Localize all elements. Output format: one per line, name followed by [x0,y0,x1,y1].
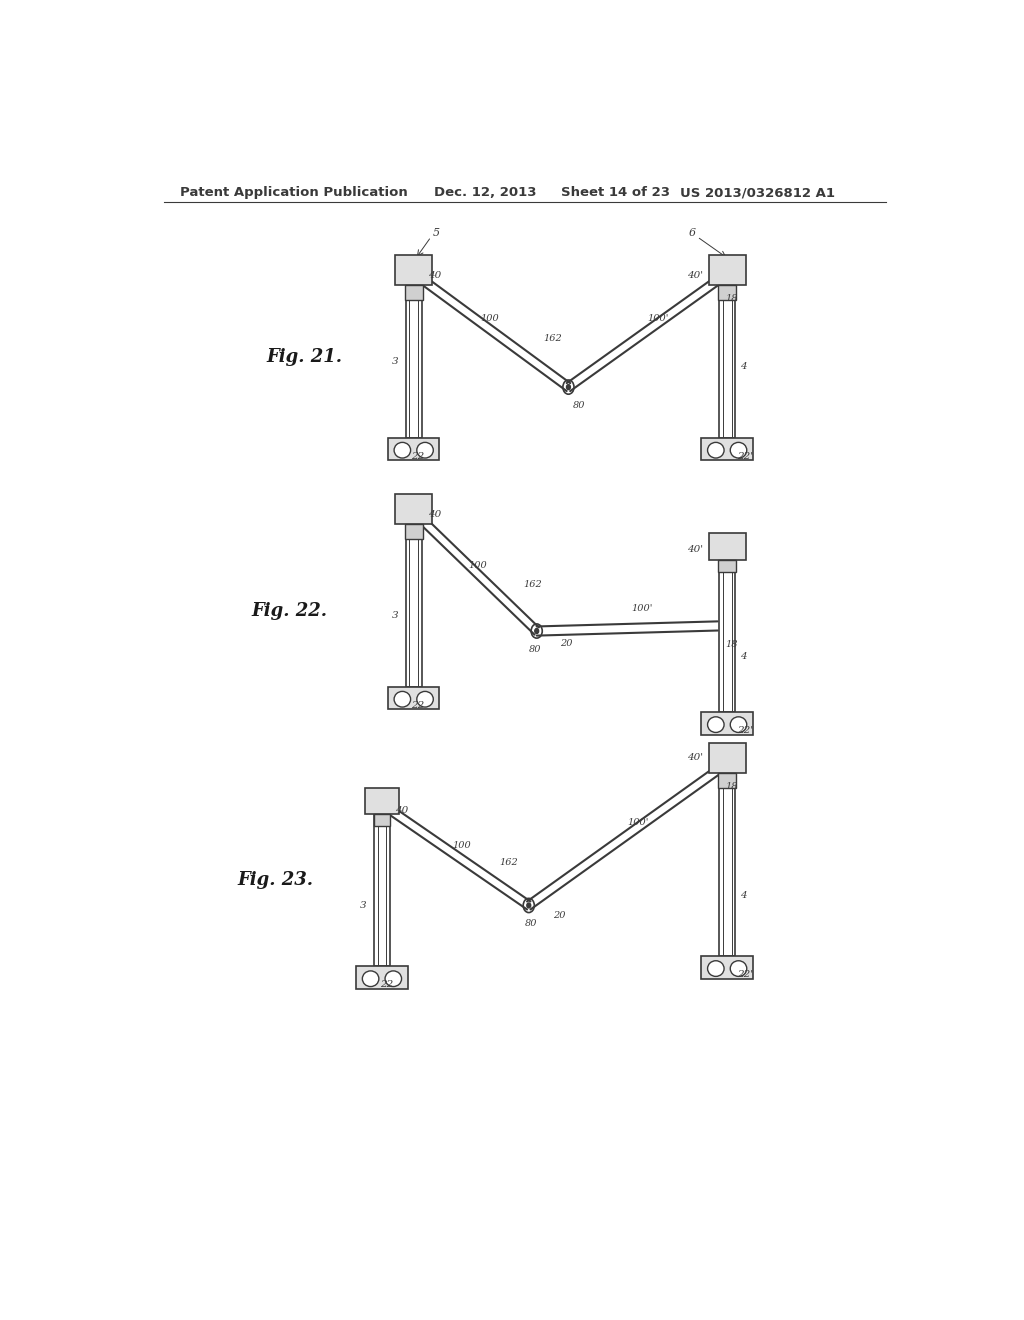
Bar [719,774,735,956]
Text: 3: 3 [359,902,367,909]
Text: Dec. 12, 2013: Dec. 12, 2013 [433,186,536,199]
Text: 3: 3 [391,611,398,620]
Text: 6: 6 [689,227,696,238]
Text: 40': 40' [687,271,703,280]
Text: 100: 100 [453,841,471,850]
Bar [374,814,390,966]
Ellipse shape [730,961,746,977]
Ellipse shape [730,442,746,458]
Text: 40': 40' [687,752,703,762]
Ellipse shape [417,692,433,708]
Text: 162: 162 [544,334,562,343]
Bar [395,255,432,285]
Text: 5: 5 [433,227,440,238]
Text: Patent Application Publication: Patent Application Publication [179,186,408,199]
Text: 3: 3 [391,358,398,366]
Text: 4: 4 [740,891,746,900]
Text: 100: 100 [480,314,499,323]
Text: 22': 22' [736,726,753,735]
Text: 100': 100' [631,603,652,612]
Ellipse shape [385,972,401,986]
Bar [406,524,422,686]
Bar [701,713,753,735]
Text: 40: 40 [394,807,408,816]
Bar [374,814,390,826]
Text: 80: 80 [572,401,585,411]
Text: 18: 18 [726,640,738,648]
Bar [719,285,735,438]
Bar [718,285,736,300]
Ellipse shape [708,717,724,733]
Bar [718,560,736,572]
Text: 22: 22 [412,701,425,710]
Text: 18: 18 [726,781,738,791]
Ellipse shape [417,442,433,458]
Ellipse shape [394,692,411,708]
Text: 80: 80 [528,645,542,653]
Circle shape [535,628,539,634]
Text: 22': 22' [736,451,753,461]
Text: 100: 100 [468,561,486,570]
Text: 40': 40' [687,545,703,554]
Circle shape [566,384,570,389]
Text: Fig. 23.: Fig. 23. [238,871,313,890]
Bar [406,285,422,438]
Ellipse shape [708,442,724,458]
Text: 40: 40 [428,271,441,280]
Text: 40: 40 [428,510,441,519]
Text: 4: 4 [740,362,746,371]
Text: 22: 22 [412,451,425,461]
Bar [709,255,745,285]
Circle shape [526,903,530,908]
Text: 20: 20 [560,639,573,648]
Text: 100': 100' [627,818,648,828]
Bar [709,533,745,560]
Text: 162: 162 [523,579,543,589]
Bar [388,438,439,461]
Ellipse shape [394,442,411,458]
Ellipse shape [730,717,746,733]
Ellipse shape [362,972,379,986]
Text: 162: 162 [500,858,518,867]
Bar [718,774,736,788]
Bar [701,438,753,461]
Text: 22: 22 [380,981,393,989]
Bar [404,524,423,539]
Bar [701,956,753,978]
Text: 80: 80 [524,919,538,928]
Bar [709,743,745,774]
Bar [366,788,398,814]
Text: 20: 20 [553,911,565,920]
Text: Fig. 22.: Fig. 22. [251,602,327,619]
Text: Sheet 14 of 23: Sheet 14 of 23 [560,186,670,199]
Text: US 2013/0326812 A1: US 2013/0326812 A1 [680,186,835,199]
Text: Fig. 21.: Fig. 21. [267,347,343,366]
Bar [388,686,439,709]
Bar [395,494,432,524]
Bar [404,285,423,300]
Text: 22': 22' [736,970,753,979]
Text: 100': 100' [647,314,669,323]
Ellipse shape [708,961,724,977]
Text: 4: 4 [740,652,746,661]
Bar [719,560,735,713]
Text: 18: 18 [726,294,738,304]
Bar [356,966,408,989]
